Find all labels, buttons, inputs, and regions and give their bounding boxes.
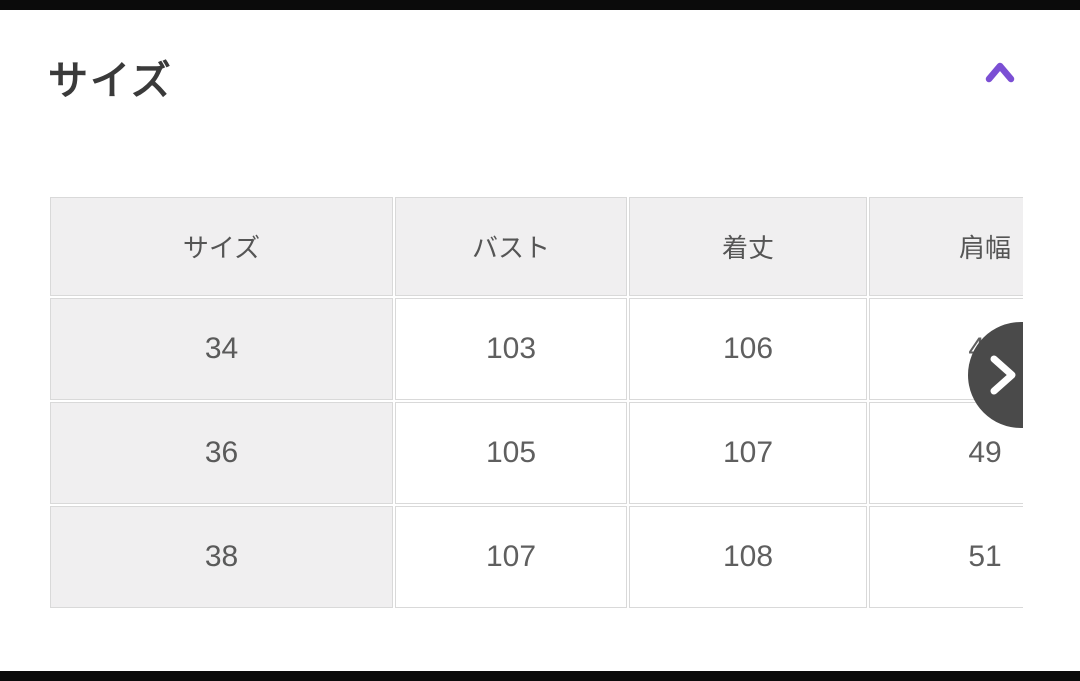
collapse-section-button[interactable] <box>976 50 1024 94</box>
row-header-size: 38 <box>50 506 393 608</box>
table-row: 34 103 106 47 <box>50 298 1023 400</box>
table-cell-length: 106 <box>629 298 867 400</box>
table-row: 36 105 107 49 <box>50 402 1023 504</box>
chevron-right-icon <box>986 352 1020 398</box>
chevron-up-icon <box>984 59 1016 86</box>
column-header-length: 着丈 <box>629 197 867 296</box>
column-header-size: サイズ <box>50 197 393 296</box>
column-header-bust: バスト <box>395 197 627 296</box>
size-table: サイズ バスト 着丈 肩幅 34 103 106 47 36 105 107 4 <box>48 195 1023 610</box>
letterbox-top-bar <box>0 0 1080 10</box>
table-cell-shoulder: 51 <box>869 506 1023 608</box>
section-title: サイズ <box>48 59 173 103</box>
letterbox-bottom-bar <box>0 671 1080 681</box>
table-row: 38 107 108 51 <box>50 506 1023 608</box>
size-table-scroll-area[interactable]: サイズ バスト 着丈 肩幅 34 103 106 47 36 105 107 4 <box>48 195 1023 624</box>
table-cell-length: 107 <box>629 402 867 504</box>
table-cell-length: 108 <box>629 506 867 608</box>
table-cell-bust: 105 <box>395 402 627 504</box>
table-cell-bust: 107 <box>395 506 627 608</box>
row-header-size: 36 <box>50 402 393 504</box>
table-header-row: サイズ バスト 着丈 肩幅 <box>50 197 1023 296</box>
row-header-size: 34 <box>50 298 393 400</box>
table-cell-bust: 103 <box>395 298 627 400</box>
column-header-shoulder: 肩幅 <box>869 197 1023 296</box>
